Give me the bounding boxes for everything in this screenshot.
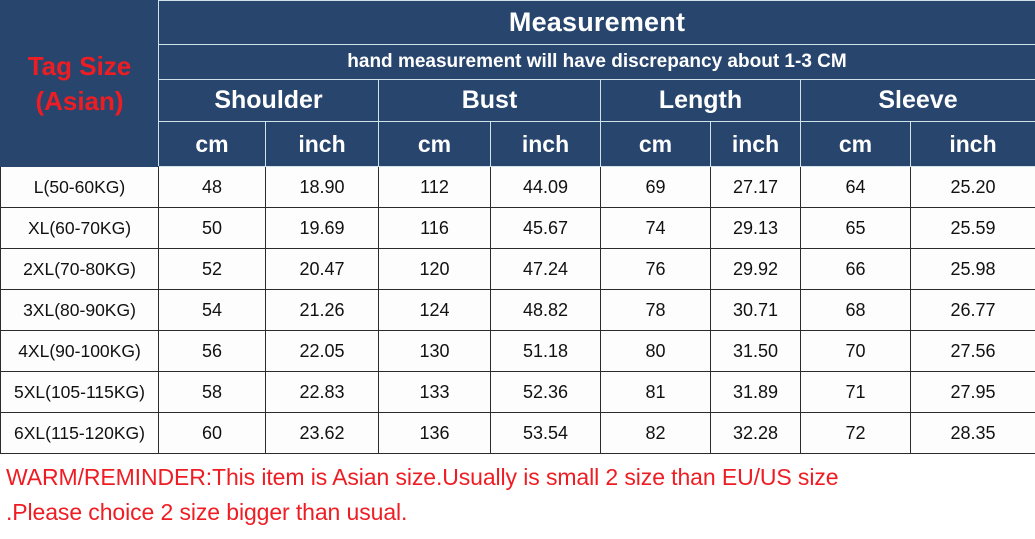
cell-sleeve-inch: 25.20	[909, 166, 1035, 208]
size-chart-table: Tag Size (Asian) Measurement hand measur…	[0, 0, 1035, 454]
cell-sleeve-cm: 72	[800, 412, 911, 454]
warning-note: WARM/REMINDER:This item is Asian size.Us…	[0, 454, 1035, 530]
cell-length-inch: 31.89	[710, 371, 801, 413]
table-row: L(50-60KG) 48 18.90 112 44.09 69 27.17 6…	[0, 166, 1035, 208]
cell-sleeve-cm: 66	[800, 248, 911, 290]
cell-bust-cm: 120	[378, 248, 491, 290]
header-row-note: hand measurement will have discrepancy a…	[1, 44, 1035, 80]
table-row: 6XL(115-120KG) 60 23.62 136 53.54 82 32.…	[0, 412, 1035, 454]
cell-bust-cm: 130	[378, 330, 491, 372]
table-row: 5XL(105-115KG) 58 22.83 133 52.36 81 31.…	[0, 371, 1035, 413]
unit-header-length-inch: inch	[710, 121, 801, 167]
cell-shoulder-cm: 58	[158, 371, 266, 413]
cell-sleeve-cm: 70	[800, 330, 911, 372]
group-header-shoulder: Shoulder	[158, 79, 379, 122]
group-header-bust: Bust	[378, 79, 601, 122]
unit-header-length-cm: cm	[600, 121, 711, 167]
cell-bust-inch: 52.36	[490, 371, 601, 413]
cell-sleeve-inch: 28.35	[909, 412, 1035, 454]
cell-sleeve-inch: 27.95	[909, 371, 1035, 413]
cell-length-inch: 30.71	[710, 289, 801, 331]
unit-header-shoulder-inch: inch	[265, 121, 379, 167]
cell-shoulder-cm: 54	[158, 289, 266, 331]
cell-bust-cm: 116	[378, 207, 491, 249]
cell-shoulder-cm: 50	[158, 207, 266, 249]
cell-length-cm: 69	[600, 166, 711, 208]
cell-shoulder-cm: 48	[158, 166, 266, 208]
tag-size-line1: Tag Size	[27, 51, 132, 82]
cell-shoulder-inch: 23.62	[265, 412, 379, 454]
cell-shoulder-inch: 22.05	[265, 330, 379, 372]
cell-sleeve-inch: 25.59	[909, 207, 1035, 249]
cell-length-cm: 82	[600, 412, 711, 454]
cell-size: 2XL(70-80KG)	[0, 248, 159, 290]
tag-size-line2: (Asian)	[35, 85, 124, 116]
measurement-title: Measurement	[157, 0, 1035, 45]
group-header-sleeve: Sleeve	[799, 79, 1035, 122]
cell-length-cm: 78	[600, 289, 711, 331]
cell-shoulder-inch: 20.47	[265, 248, 379, 290]
cell-bust-cm: 124	[378, 289, 491, 331]
cell-bust-cm: 112	[378, 166, 491, 208]
unit-header-bust-cm: cm	[378, 121, 491, 167]
header-row-title: Tag Size (Asian) Measurement	[0, 0, 1035, 167]
tag-size-header: Tag Size (Asian)	[0, 0, 159, 167]
cell-sleeve-cm: 64	[800, 166, 911, 208]
unit-header-shoulder-cm: cm	[158, 121, 266, 167]
cell-size: 6XL(115-120KG)	[0, 412, 159, 454]
table-row: 2XL(70-80KG) 52 20.47 120 47.24 76 29.92…	[0, 248, 1035, 290]
cell-length-inch: 29.13	[710, 207, 801, 249]
cell-bust-cm: 136	[378, 412, 491, 454]
cell-length-inch: 27.17	[710, 166, 801, 208]
cell-length-cm: 76	[600, 248, 711, 290]
cell-sleeve-inch: 26.77	[909, 289, 1035, 331]
cell-bust-inch: 45.67	[490, 207, 601, 249]
cell-shoulder-inch: 19.69	[265, 207, 379, 249]
unit-header-sleeve-cm: cm	[800, 121, 911, 167]
cell-shoulder-cm: 52	[158, 248, 266, 290]
cell-bust-inch: 44.09	[490, 166, 601, 208]
cell-bust-cm: 133	[378, 371, 491, 413]
cell-size: L(50-60KG)	[0, 166, 159, 208]
cell-bust-inch: 47.24	[490, 248, 601, 290]
cell-bust-inch: 48.82	[490, 289, 601, 331]
cell-sleeve-inch: 27.56	[909, 330, 1035, 372]
warning-line-1: WARM/REMINDER:This item is Asian size.Us…	[6, 464, 839, 490]
cell-shoulder-cm: 56	[158, 330, 266, 372]
cell-shoulder-inch: 21.26	[265, 289, 379, 331]
cell-size: 3XL(80-90KG)	[0, 289, 159, 331]
discrepancy-note: hand measurement will have discrepancy a…	[157, 44, 1035, 80]
cell-length-inch: 31.50	[710, 330, 801, 372]
cell-sleeve-inch: 25.98	[909, 248, 1035, 290]
table-header: Tag Size (Asian) Measurement hand measur…	[0, 0, 1035, 167]
cell-size: 4XL(90-100KG)	[0, 330, 159, 372]
cell-sleeve-cm: 71	[800, 371, 911, 413]
cell-length-inch: 29.92	[710, 248, 801, 290]
header-row-groups: Shoulder Bust Length Sleeve	[1, 79, 1035, 122]
table-row: 4XL(90-100KG) 56 22.05 130 51.18 80 31.5…	[0, 330, 1035, 372]
cell-sleeve-cm: 65	[800, 207, 911, 249]
cell-shoulder-cm: 60	[158, 412, 266, 454]
cell-sleeve-cm: 68	[800, 289, 911, 331]
cell-bust-inch: 51.18	[490, 330, 601, 372]
cell-size: XL(60-70KG)	[0, 207, 159, 249]
warning-line-2: .Please choice 2 size bigger than usual.	[6, 498, 408, 525]
cell-size: 5XL(105-115KG)	[0, 371, 159, 413]
cell-shoulder-inch: 22.83	[265, 371, 379, 413]
cell-shoulder-inch: 18.90	[265, 166, 379, 208]
cell-length-inch: 32.28	[710, 412, 801, 454]
table-body: L(50-60KG) 48 18.90 112 44.09 69 27.17 6…	[0, 166, 1035, 454]
unit-header-bust-inch: inch	[490, 121, 601, 167]
cell-bust-inch: 53.54	[490, 412, 601, 454]
cell-length-cm: 74	[600, 207, 711, 249]
group-header-length: Length	[600, 79, 801, 122]
table-row: 3XL(80-90KG) 54 21.26 124 48.82 78 30.71…	[0, 289, 1035, 331]
header-row-units: cm inch cm inch cm inch cm inch	[1, 121, 1035, 167]
unit-header-sleeve-inch: inch	[909, 121, 1035, 167]
cell-length-cm: 81	[600, 371, 711, 413]
table-row: XL(60-70KG) 50 19.69 116 45.67 74 29.13 …	[0, 207, 1035, 249]
cell-length-cm: 80	[600, 330, 711, 372]
